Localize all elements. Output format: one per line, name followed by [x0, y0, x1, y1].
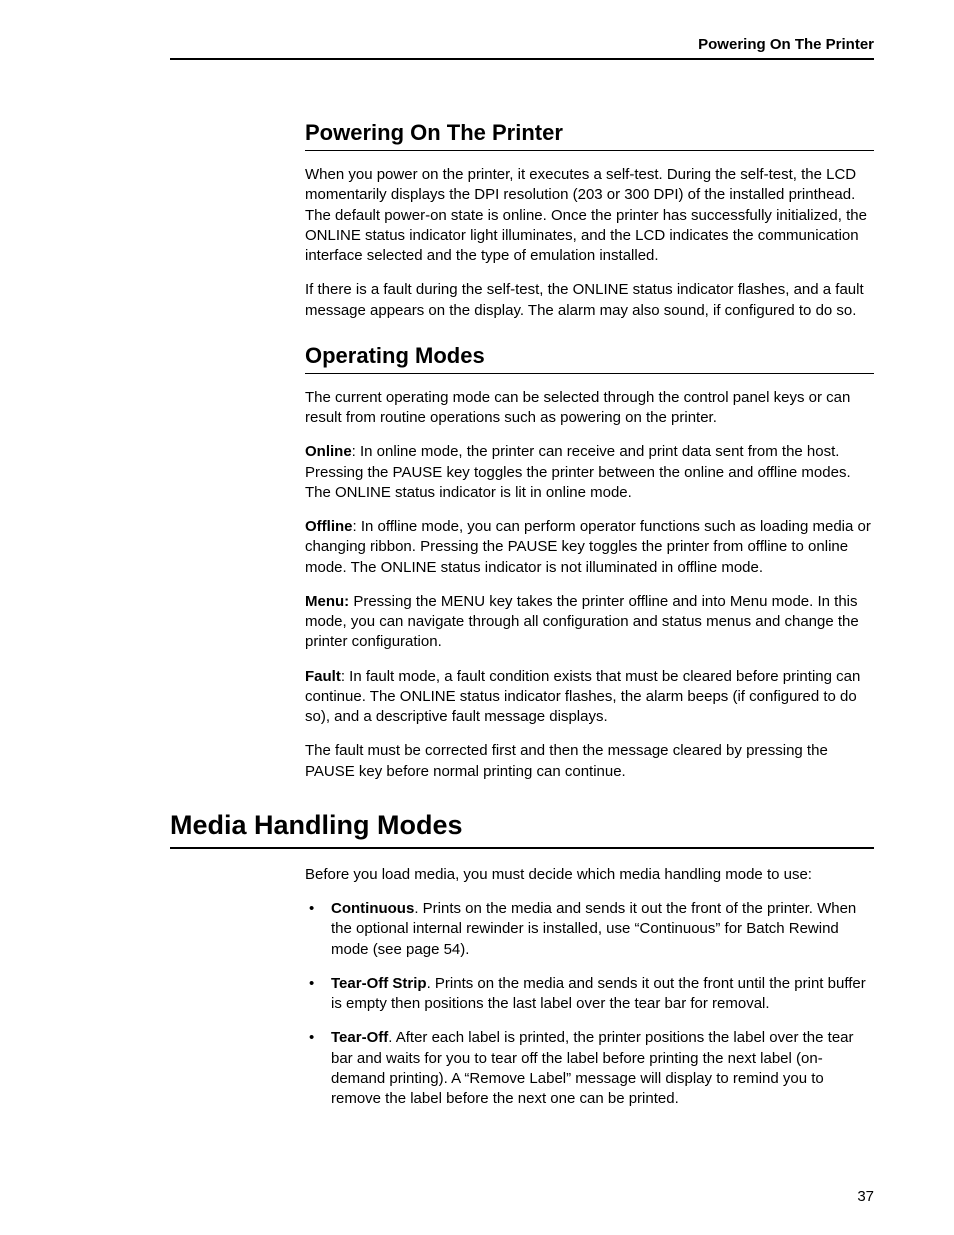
document-page: Powering On The Printer Powering On The …	[0, 0, 954, 1235]
mode-label-online: Online	[305, 443, 352, 460]
list-item: Continuous. Prints on the media and send…	[305, 899, 874, 960]
page-number: 37	[857, 1188, 874, 1205]
mode-label-menu: Menu:	[305, 593, 349, 610]
section-title-operating: Operating Modes	[305, 343, 874, 369]
section-title-media: Media Handling Modes	[170, 810, 874, 841]
section-rule	[305, 150, 874, 151]
list-item-label: Tear-Off Strip	[331, 975, 427, 992]
list-item-text: . After each label is printed, the print…	[331, 1029, 854, 1107]
media-modes-list: Continuous. Prints on the media and send…	[305, 899, 874, 1109]
section-rule	[305, 373, 874, 374]
list-item-label: Continuous	[331, 900, 414, 917]
paragraph: The fault must be corrected first and th…	[305, 741, 874, 782]
mode-text-fault: : In fault mode, a fault condition exist…	[305, 668, 860, 726]
paragraph-offline: Offline: In offline mode, you can perfor…	[305, 517, 874, 578]
section-media-handling: Media Handling Modes Before you load med…	[170, 810, 874, 1110]
section-rule-big	[170, 847, 874, 849]
mode-label-offline: Offline	[305, 518, 353, 535]
paragraph-menu: Menu: Pressing the MENU key takes the pr…	[305, 592, 874, 653]
running-head: Powering On The Printer	[698, 36, 874, 53]
list-item: Tear-Off Strip. Prints on the media and …	[305, 974, 874, 1015]
section-powering: Powering On The Printer When you power o…	[305, 120, 874, 321]
section-title-powering: Powering On The Printer	[305, 120, 874, 146]
paragraph: The current operating mode can be select…	[305, 388, 874, 429]
list-item-label: Tear-Off	[331, 1029, 388, 1046]
mode-text-menu: Pressing the MENU key takes the printer …	[305, 593, 859, 651]
media-body: Before you load media, you must decide w…	[305, 865, 874, 1110]
list-item: Tear-Off. After each label is printed, t…	[305, 1028, 874, 1109]
page-content: Powering On The Printer When you power o…	[170, 120, 874, 1123]
paragraph: When you power on the printer, it execut…	[305, 165, 874, 266]
mode-text-online: : In online mode, the printer can receiv…	[305, 443, 851, 501]
paragraph: Before you load media, you must decide w…	[305, 865, 874, 885]
paragraph: If there is a fault during the self-test…	[305, 280, 874, 321]
running-head-rule	[170, 58, 874, 60]
section-operating-modes: Operating Modes The current operating mo…	[305, 343, 874, 782]
paragraph-fault: Fault: In fault mode, a fault condition …	[305, 667, 874, 728]
mode-label-fault: Fault	[305, 668, 341, 685]
paragraph-online: Online: In online mode, the printer can …	[305, 442, 874, 503]
mode-text-offline: : In offline mode, you can perform opera…	[305, 518, 871, 576]
